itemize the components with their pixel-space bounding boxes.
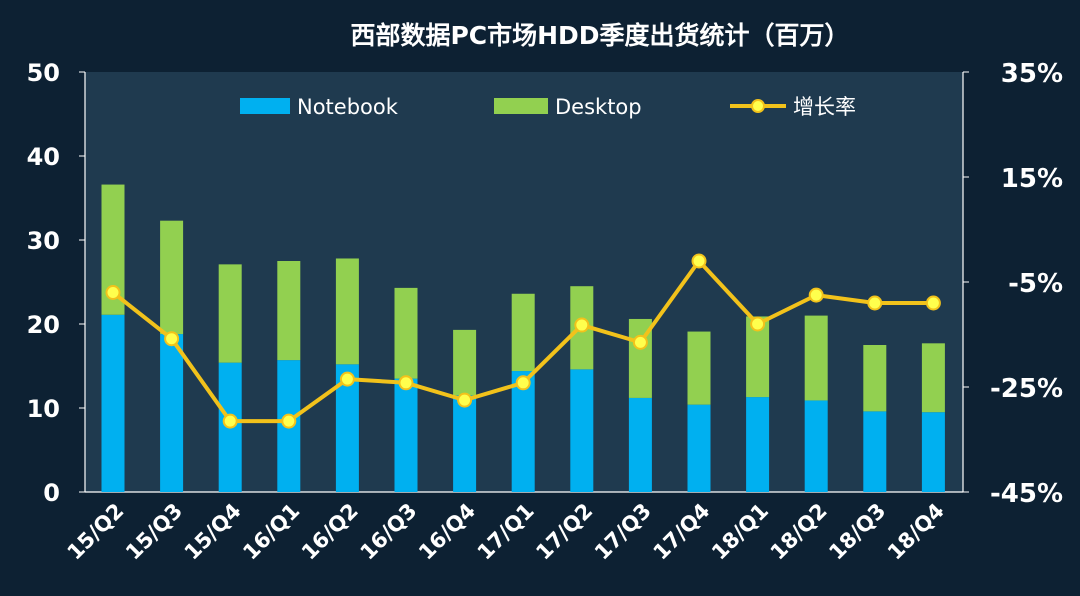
x-tick-label: 18/Q3 bbox=[824, 499, 890, 565]
bar-notebook bbox=[160, 334, 184, 492]
y-tick-label: 30 bbox=[27, 227, 60, 255]
bar-desktop bbox=[160, 220, 184, 335]
y-tick-label: 10 bbox=[27, 395, 60, 423]
x-tick-label: 15/Q4 bbox=[180, 499, 246, 565]
bar-notebook bbox=[335, 364, 359, 492]
growth-rate-point bbox=[632, 334, 648, 350]
chart-title: 西部数据PC市场HDD季度出货统计（百万） bbox=[350, 21, 849, 50]
x-tick-label: 17/Q2 bbox=[531, 499, 597, 565]
growth-rate-point bbox=[222, 413, 238, 429]
legend-swatch-notebook bbox=[240, 98, 290, 114]
bar-notebook bbox=[746, 397, 770, 492]
y2-tick-label: -5% bbox=[1008, 269, 1063, 299]
legend-label-growth: 增长率 bbox=[793, 95, 856, 119]
growth-rate-point bbox=[164, 331, 180, 347]
x-tick-label: 16/Q1 bbox=[238, 499, 304, 565]
x-tick-label: 16/Q4 bbox=[414, 499, 480, 565]
bar-notebook bbox=[687, 404, 711, 492]
growth-rate-point bbox=[867, 295, 883, 311]
bar-notebook bbox=[921, 412, 945, 492]
y2-tick-label: 35% bbox=[1001, 59, 1063, 89]
growth-rate-point bbox=[925, 295, 941, 311]
growth-rate-point bbox=[515, 375, 531, 391]
growth-rate-point bbox=[398, 375, 414, 391]
growth-rate-point bbox=[574, 317, 590, 333]
bar-notebook bbox=[511, 371, 535, 492]
growth-rate-point bbox=[281, 413, 297, 429]
x-tick-label: 18/Q2 bbox=[766, 499, 832, 565]
x-tick-label: 17/Q1 bbox=[473, 499, 539, 565]
bar-desktop bbox=[218, 264, 242, 363]
bar-notebook bbox=[453, 395, 477, 492]
legend-label-desktop: Desktop bbox=[555, 95, 642, 119]
legend-swatch-desktop bbox=[494, 98, 548, 114]
bar-notebook bbox=[394, 378, 418, 492]
bar-desktop bbox=[511, 293, 535, 372]
x-tick-label: 18/Q4 bbox=[883, 499, 949, 565]
growth-rate-point bbox=[105, 285, 121, 300]
bar-desktop bbox=[101, 184, 125, 315]
bar-desktop bbox=[394, 287, 418, 379]
legend-marker-growth bbox=[751, 99, 765, 113]
bar-desktop bbox=[453, 329, 477, 396]
y2-tick-label: -25% bbox=[990, 374, 1063, 404]
bar-notebook bbox=[628, 397, 652, 492]
growth-rate-point bbox=[339, 371, 355, 387]
growth-rate-point bbox=[808, 287, 824, 303]
y2-tick-label: -45% bbox=[990, 479, 1063, 509]
x-tick-label: 17/Q4 bbox=[649, 499, 715, 565]
legend-label-notebook: Notebook bbox=[297, 95, 399, 119]
x-tick-label: 16/Q3 bbox=[356, 499, 422, 565]
bar-desktop bbox=[746, 316, 770, 398]
bar-desktop bbox=[804, 315, 828, 401]
x-tick-label: 15/Q2 bbox=[63, 499, 129, 565]
bar-desktop bbox=[863, 345, 887, 412]
growth-rate-point bbox=[691, 253, 707, 269]
growth-rate-point bbox=[457, 392, 473, 408]
y-tick-label: 50 bbox=[27, 59, 60, 87]
bar-desktop bbox=[687, 331, 711, 405]
y-tick-label: 40 bbox=[27, 143, 60, 171]
bar-notebook bbox=[863, 411, 887, 492]
y-tick-label: 20 bbox=[27, 311, 60, 339]
bar-desktop bbox=[277, 261, 301, 361]
x-tick-label: 16/Q2 bbox=[297, 499, 363, 565]
x-tick-label: 15/Q3 bbox=[121, 499, 187, 565]
growth-rate-point bbox=[750, 316, 766, 332]
bar-desktop bbox=[921, 343, 945, 413]
x-tick-label: 18/Q1 bbox=[707, 499, 773, 565]
y2-tick-label: 15% bbox=[1001, 164, 1063, 194]
bar-notebook bbox=[804, 400, 828, 492]
y-tick-label: 0 bbox=[43, 479, 60, 507]
bar-desktop bbox=[335, 258, 359, 365]
x-tick-label: 17/Q3 bbox=[590, 499, 656, 565]
bar-notebook bbox=[570, 369, 594, 492]
bar-notebook bbox=[101, 314, 125, 492]
